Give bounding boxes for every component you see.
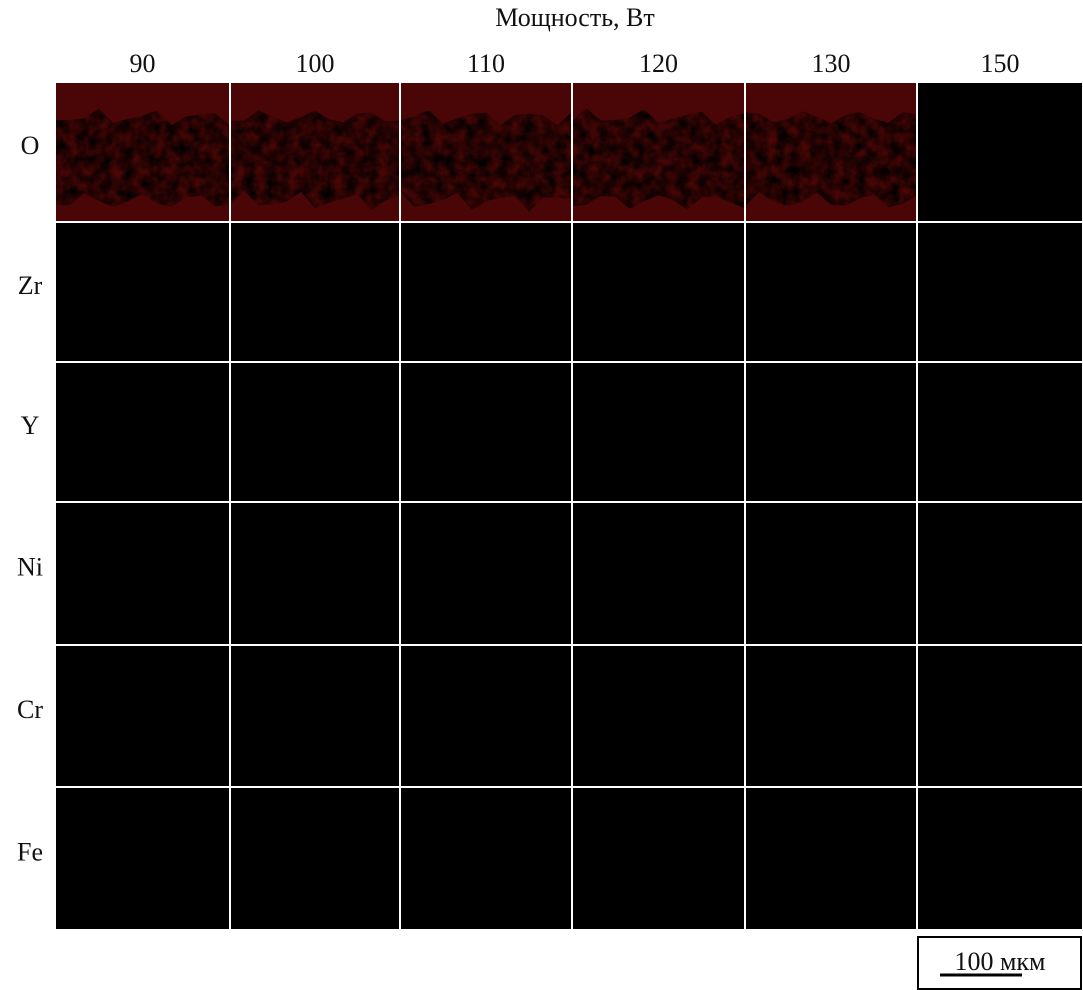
element-map	[55, 108, 230, 208]
element-map	[400, 222, 572, 308]
element-map	[55, 710, 230, 788]
element-map	[55, 362, 230, 456]
element-map	[230, 881, 400, 930]
column-label: 90	[130, 49, 156, 78]
scale-bar-label: 100 мкм	[954, 947, 1045, 976]
element-map	[230, 707, 400, 786]
element-map	[745, 707, 917, 787]
element-map	[230, 110, 400, 211]
row-label: Fe	[17, 837, 43, 866]
row-label: Y	[21, 411, 40, 440]
element-map	[572, 711, 745, 787]
element-map	[917, 385, 1083, 449]
column-label: 130	[812, 49, 851, 78]
element-map	[917, 557, 1083, 640]
element-map	[400, 110, 572, 212]
column-label: 150	[981, 49, 1020, 78]
element-map	[230, 222, 400, 307]
column-label: 100	[296, 49, 335, 78]
column-label: 120	[639, 49, 678, 78]
element-map	[745, 362, 917, 456]
element-map	[917, 101, 1083, 169]
row-label: Zr	[18, 271, 43, 300]
element-map	[400, 885, 572, 930]
map-grid	[54, 81, 1083, 931]
element-map	[230, 560, 400, 640]
element-map	[745, 882, 917, 930]
element-map	[745, 111, 917, 208]
element-map	[572, 881, 745, 930]
element-map	[572, 362, 745, 453]
element-map	[400, 558, 572, 642]
column-label: 110	[467, 49, 505, 78]
element-map	[572, 222, 745, 310]
element-map	[55, 881, 230, 930]
element-map	[917, 241, 1083, 306]
element-map	[917, 884, 1083, 930]
element-map	[400, 362, 572, 455]
element-map	[917, 708, 1083, 785]
element-map	[400, 707, 572, 784]
element-map	[745, 222, 917, 309]
element-map	[55, 222, 230, 309]
element-map	[745, 561, 917, 637]
element-map	[572, 558, 745, 640]
row-label: Ni	[17, 552, 43, 581]
scale-bar-box	[917, 936, 1082, 990]
row-label: O	[21, 131, 40, 160]
element-map	[55, 557, 230, 638]
row-label: Cr	[17, 695, 43, 724]
header-title: Мощность, Вт	[495, 3, 655, 32]
element-map	[572, 108, 745, 210]
element-map	[230, 362, 400, 457]
